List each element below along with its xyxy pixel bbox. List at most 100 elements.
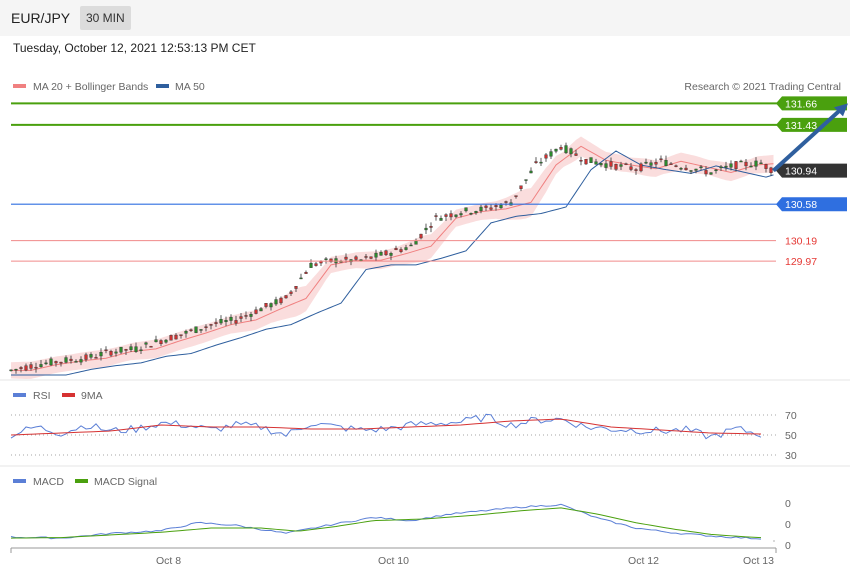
candle — [539, 161, 543, 164]
candle — [734, 161, 738, 169]
candle — [764, 164, 768, 169]
candle — [139, 349, 143, 351]
candle — [564, 145, 568, 154]
candle — [154, 339, 158, 343]
candle — [674, 165, 678, 167]
candle — [439, 218, 443, 221]
candle — [534, 161, 538, 163]
candle — [389, 253, 393, 256]
candle — [374, 252, 378, 258]
candle — [174, 334, 178, 340]
x-tick-label: Oct 8 — [156, 555, 181, 567]
macd-tick-label: 0 — [785, 540, 791, 552]
candle — [434, 215, 438, 217]
candle — [324, 258, 328, 260]
candle — [494, 205, 498, 207]
legend-swatch-ma20 — [13, 84, 26, 88]
candle — [209, 324, 213, 326]
rsi-tick-label: 70 — [785, 410, 797, 422]
legend-label-ma20: MA 20 + Bollinger Bands — [33, 81, 148, 93]
forecast-arrow — [772, 106, 844, 173]
legend-swatch-ma50 — [156, 84, 169, 88]
candle — [454, 214, 458, 217]
candle — [614, 164, 618, 170]
candle — [484, 205, 488, 208]
candle — [739, 160, 743, 163]
candle — [219, 319, 223, 324]
candle — [279, 297, 283, 304]
candle — [79, 359, 83, 363]
rsi-tick-label: 30 — [785, 450, 797, 462]
candle — [544, 154, 548, 159]
candle — [54, 361, 58, 364]
candle — [634, 169, 638, 171]
candle — [529, 170, 533, 174]
candle — [94, 357, 98, 359]
candle — [554, 148, 558, 152]
candle — [124, 349, 128, 351]
candle — [49, 358, 53, 366]
candle — [29, 364, 33, 369]
candle — [129, 346, 133, 350]
candle — [299, 277, 303, 280]
rsi-ma-line — [10, 418, 762, 436]
ma20-line — [11, 145, 774, 371]
x-tick-label: Oct 13 — [743, 555, 774, 567]
candle — [329, 258, 333, 262]
candle — [589, 157, 593, 164]
candle — [729, 163, 733, 168]
rsi-tick-label: 50 — [785, 430, 797, 442]
candle — [294, 286, 298, 289]
macd-tick-label: 0 — [785, 498, 791, 510]
candle — [359, 259, 363, 261]
candle — [744, 161, 748, 167]
candle — [474, 211, 478, 214]
candle — [579, 160, 583, 162]
macd-line — [10, 503, 762, 540]
candle — [714, 169, 718, 172]
resistance-tag — [776, 96, 847, 111]
candle — [644, 161, 648, 164]
candle — [719, 166, 723, 169]
candle — [419, 233, 423, 239]
candle — [9, 369, 13, 372]
candle — [249, 313, 253, 317]
candle — [264, 303, 268, 307]
candle — [689, 170, 693, 172]
candle — [99, 352, 103, 357]
candle — [199, 329, 203, 331]
candle — [39, 364, 43, 368]
candle — [259, 308, 263, 312]
candle — [759, 162, 763, 165]
candle — [524, 179, 528, 181]
macd-tick-label: 0 — [785, 519, 791, 531]
support-tag — [776, 197, 847, 212]
candle — [194, 326, 198, 333]
candle — [699, 166, 703, 169]
candle — [274, 299, 278, 305]
candle — [74, 361, 78, 363]
candle — [754, 160, 758, 167]
legend-label-rsi: RSI — [33, 390, 51, 402]
candle — [14, 368, 18, 371]
legend-swatch-rsi — [13, 393, 26, 397]
candle — [384, 250, 388, 256]
candle — [444, 214, 448, 217]
x-tick-label: Oct 10 — [378, 555, 409, 567]
candle — [84, 354, 88, 360]
candle — [314, 263, 318, 266]
candle — [414, 240, 418, 245]
candle — [134, 346, 138, 352]
candle — [169, 335, 173, 341]
candle — [629, 166, 633, 170]
candle — [164, 339, 168, 343]
chart-header: EUR/JPY 30 MIN — [0, 0, 850, 36]
candle — [344, 256, 348, 260]
timeframe-button[interactable]: 30 MIN — [80, 6, 131, 30]
candle — [304, 272, 308, 274]
resistance-label: 131.66 — [785, 98, 817, 110]
candle — [449, 213, 453, 218]
support-label: 130.58 — [785, 199, 817, 211]
macd-signal-line — [10, 507, 762, 539]
